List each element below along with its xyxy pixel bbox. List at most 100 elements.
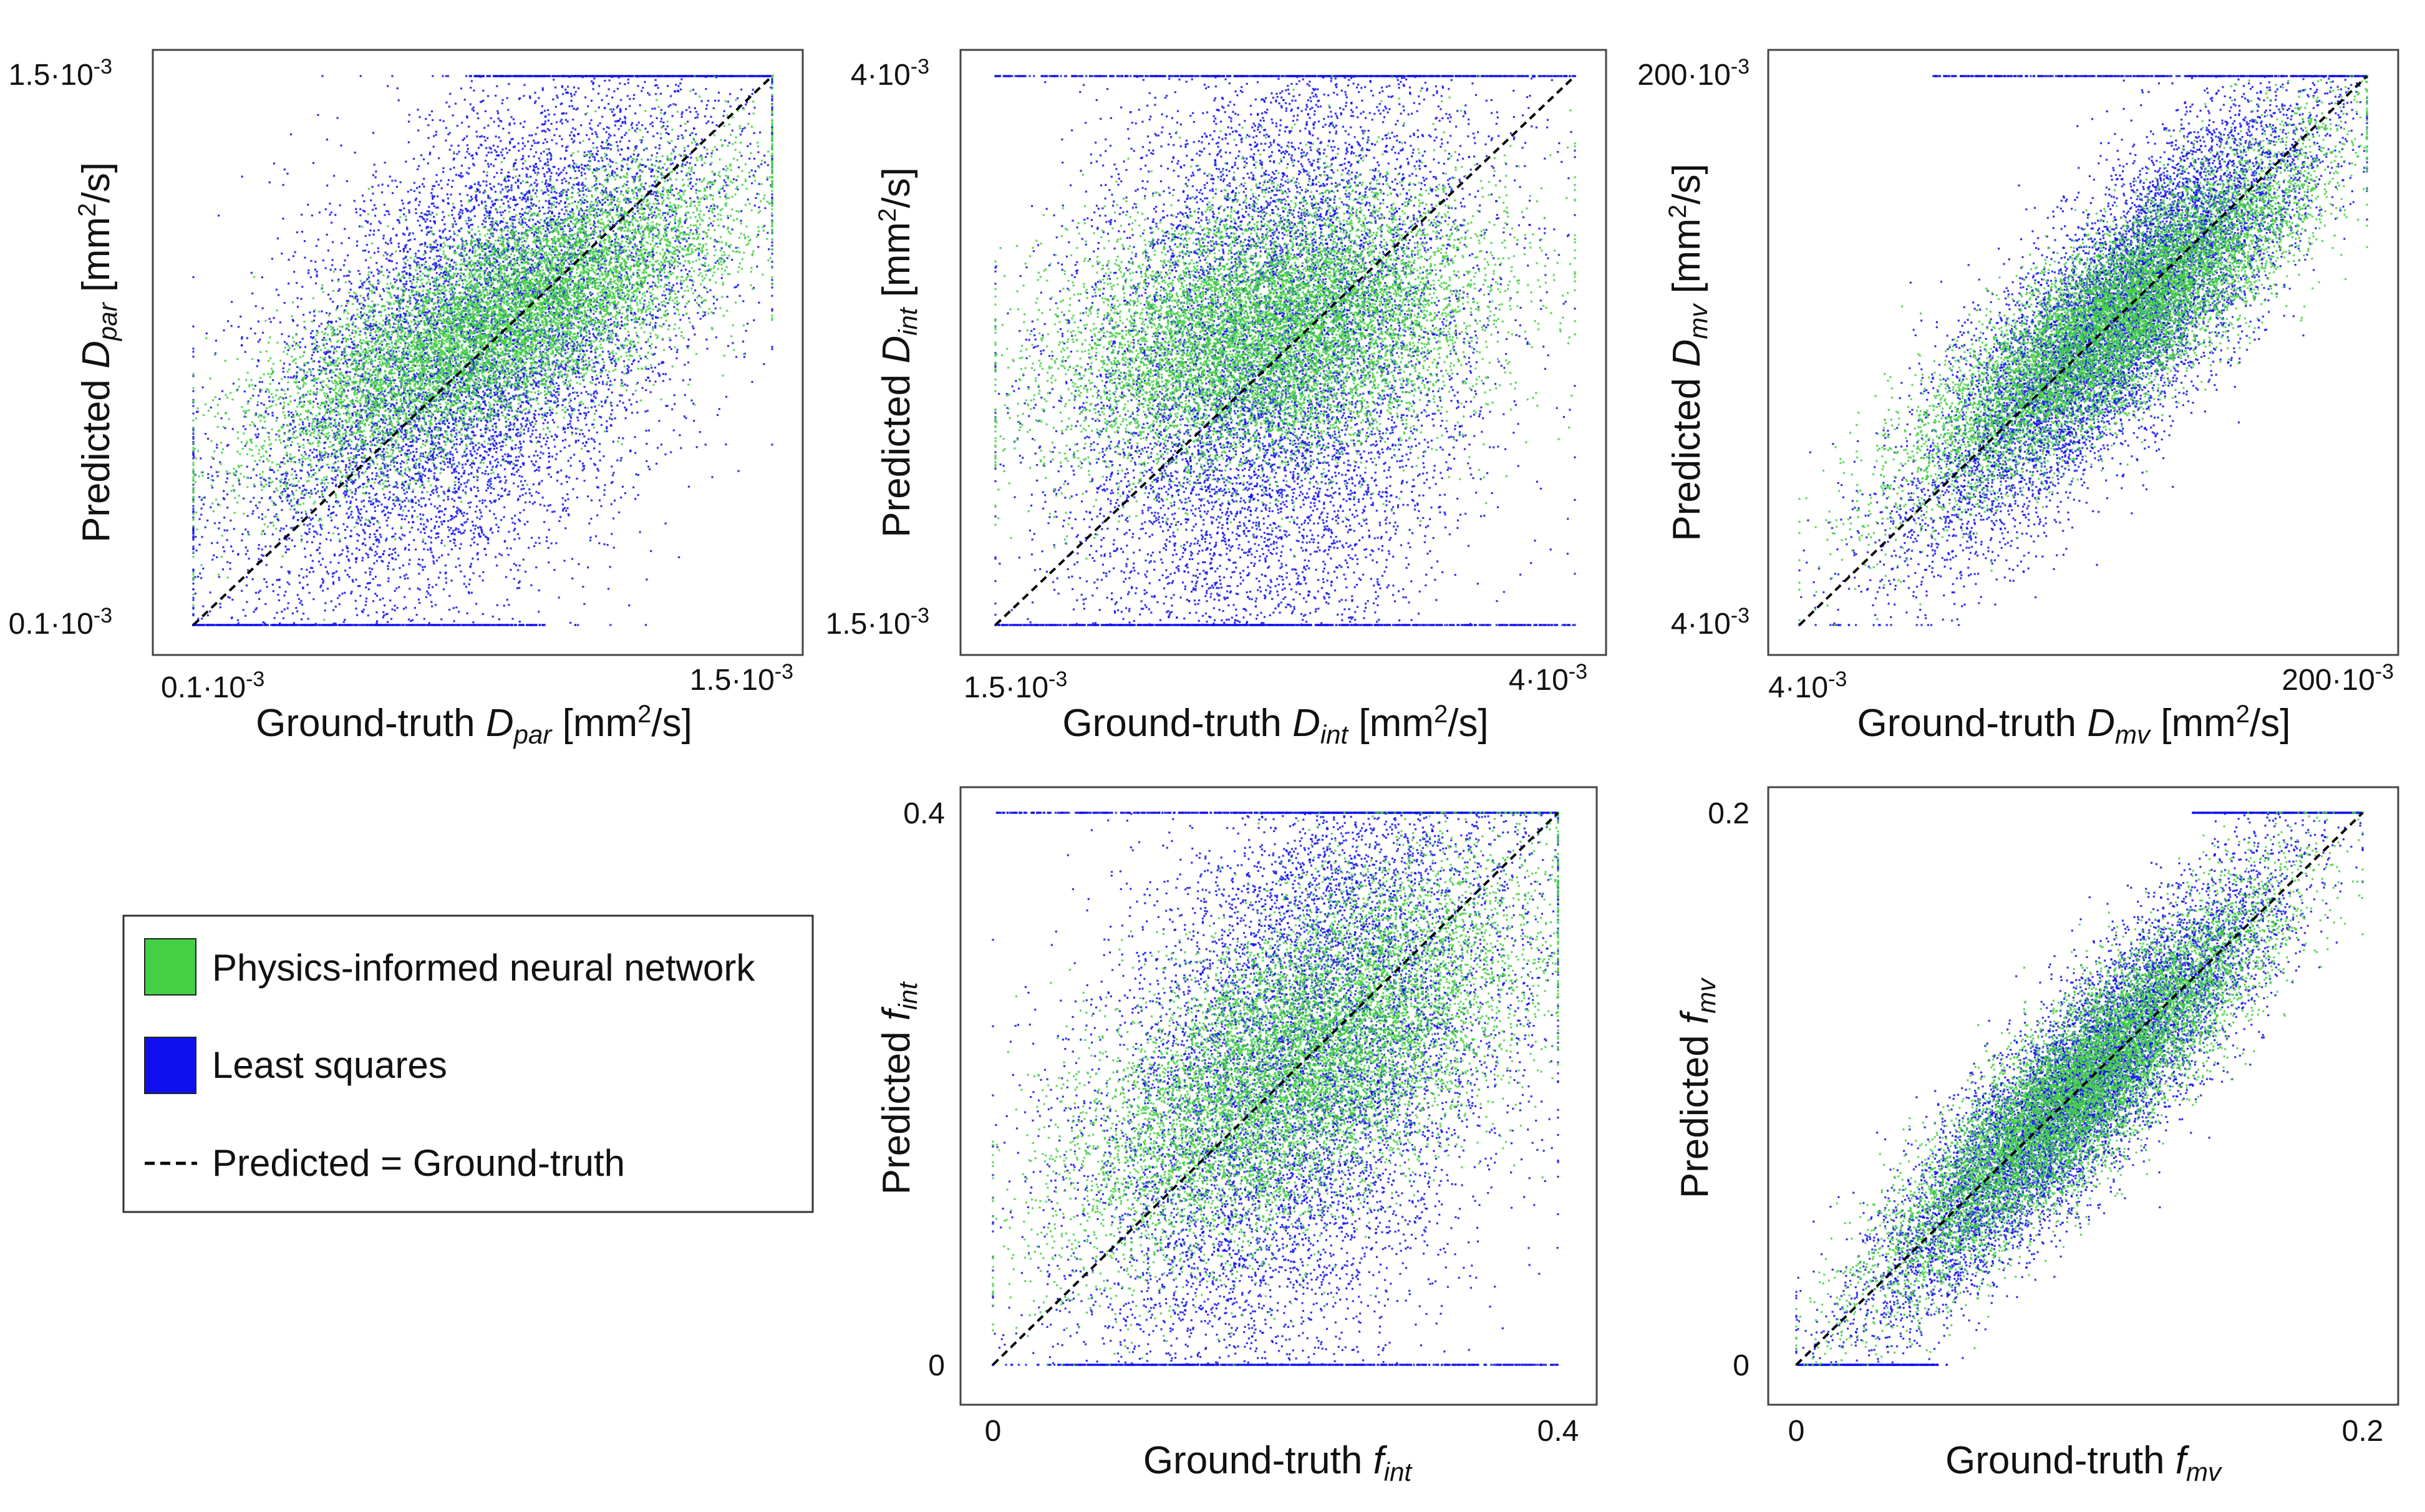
scatter-point — [494, 477, 496, 479]
scatter-point — [747, 145, 748, 147]
scatter-point — [631, 232, 633, 234]
scatter-point — [488, 152, 490, 153]
scatter-point — [535, 437, 537, 439]
scatter-point — [281, 566, 283, 568]
scatter-point — [364, 405, 365, 407]
scatter-point — [535, 460, 537, 462]
scatter-point — [408, 234, 410, 236]
scatter-point — [278, 294, 279, 296]
scatter-point — [371, 472, 373, 474]
scatter-point — [493, 186, 495, 188]
scatter-point — [468, 217, 470, 219]
scatter-point — [468, 153, 470, 155]
scatter-point — [684, 164, 686, 166]
scatter-point — [542, 453, 544, 455]
scatter-point — [447, 461, 448, 463]
scatter-point — [565, 510, 567, 511]
scatter-point — [291, 412, 293, 414]
scatter-point — [459, 193, 461, 195]
scatter-point — [254, 434, 256, 435]
scatter-point — [662, 122, 664, 124]
scatter-point — [326, 501, 328, 503]
scatter-point — [715, 124, 717, 126]
scatter-point — [586, 350, 588, 352]
scatter-point — [403, 462, 405, 463]
scatter-point — [495, 135, 497, 137]
scatter-point — [359, 405, 361, 407]
scatter-point — [571, 230, 573, 231]
scatter-point — [599, 460, 601, 462]
scatter-point — [418, 504, 420, 506]
scatter-point — [565, 119, 567, 121]
scatter-point — [206, 520, 208, 521]
scatter-point — [503, 196, 505, 198]
scatter-point — [350, 593, 352, 594]
scatter-point — [690, 178, 692, 180]
scatter-point — [440, 462, 442, 464]
scatter-point — [276, 612, 278, 614]
scatter-point — [589, 540, 591, 541]
scatter-point — [481, 135, 483, 137]
scatter-point — [408, 120, 410, 122]
scatter-point — [346, 472, 347, 473]
scatter-point — [513, 563, 515, 565]
scatter-point — [645, 341, 647, 343]
scatter-point — [354, 479, 356, 481]
scatter-point — [724, 110, 725, 112]
scatter-point — [355, 608, 357, 609]
scatter-point — [683, 264, 685, 266]
scatter-point — [511, 518, 513, 520]
scatter-point — [631, 252, 632, 254]
scatter-point — [559, 366, 561, 367]
scatter-point — [273, 491, 275, 493]
panel-dpar: 1.5·10-3 0.1·10-3 0.1·10-3 1.5·10-3 Grou… — [9, 50, 803, 749]
scatter-point — [427, 593, 429, 594]
scatter-point — [760, 163, 762, 165]
scatter-point — [316, 382, 317, 384]
scatter-point — [405, 497, 407, 499]
scatter-point — [368, 251, 370, 253]
scatter-point — [654, 108, 656, 110]
scatter-point — [503, 604, 505, 606]
scatter-point — [310, 260, 312, 262]
scatter-point — [716, 299, 718, 301]
scatter-point — [358, 454, 360, 456]
scatter-point — [767, 232, 768, 234]
scatter-point — [348, 329, 350, 331]
scatter-point — [344, 569, 346, 571]
scatter-point — [266, 581, 268, 583]
scatter-point — [483, 220, 485, 221]
scatter-point — [564, 374, 566, 376]
scatter-point — [347, 574, 349, 576]
scatter-point — [475, 444, 477, 446]
scatter-point — [534, 182, 536, 184]
scatter-point — [681, 116, 683, 118]
scatter-point — [440, 486, 442, 488]
scatter-point — [310, 567, 312, 569]
scatter-point — [559, 120, 561, 122]
scatter-point — [327, 456, 329, 458]
scatter-point — [311, 354, 313, 356]
scatter-point — [664, 306, 666, 308]
scatter-point — [714, 215, 715, 217]
scatter-point — [456, 451, 458, 453]
scatter-point — [294, 251, 296, 253]
scatter-point — [565, 112, 567, 114]
scatter-point — [747, 322, 748, 324]
scatter-point — [531, 433, 533, 435]
scatter-point — [559, 193, 561, 195]
scatter-point — [632, 394, 634, 395]
scatter-point — [192, 356, 194, 357]
scatter-point — [547, 109, 549, 111]
scatter-point — [563, 213, 565, 215]
scatter-point — [714, 246, 715, 248]
scatter-point — [324, 609, 326, 611]
scatter-point — [391, 553, 393, 555]
scatter-point — [605, 187, 607, 189]
scatter-point — [688, 317, 690, 319]
scatter-point — [542, 206, 544, 208]
scatter-point — [516, 168, 518, 170]
figure: 1.5·10-3 0.1·10-3 0.1·10-3 1.5·10-3 Grou… — [0, 0, 2425, 1512]
scatter-point — [669, 346, 670, 348]
scatter-point — [404, 271, 405, 273]
